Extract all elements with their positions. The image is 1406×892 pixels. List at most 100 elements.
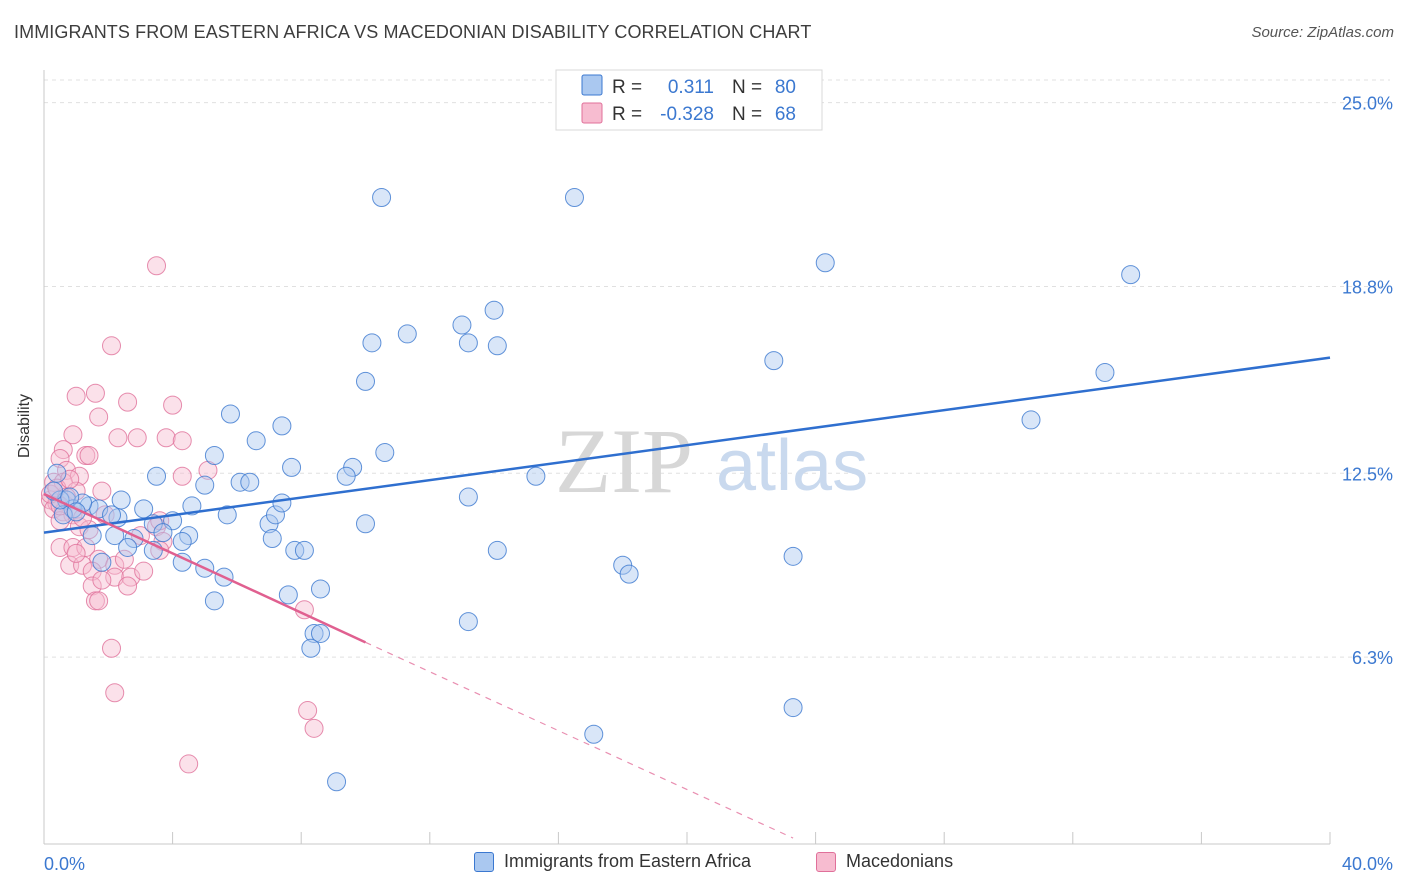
macedonians-point <box>172 431 192 451</box>
eastern-africa-point <box>265 505 285 525</box>
eastern-africa-point <box>246 431 266 451</box>
eastern-africa-point <box>278 585 298 605</box>
eastern-africa-point <box>484 300 504 320</box>
macedonians-point <box>163 395 183 415</box>
y-tick-labels: 6.3% 12.5% 18.8% 25.0% <box>1342 94 1393 669</box>
macedonians-point <box>66 543 86 563</box>
eastern-africa-point <box>362 333 382 353</box>
eastern-africa-point <box>487 540 507 560</box>
eastern-africa-points <box>44 188 1141 792</box>
legend-label-eastern-africa: Immigrants from Eastern Africa <box>504 851 752 871</box>
y-tick-label: 25.0% <box>1342 94 1393 114</box>
eastern-africa-point <box>204 446 224 466</box>
eastern-africa-point <box>764 351 784 371</box>
eastern-africa-point <box>815 253 835 273</box>
legend-swatch-eastern-africa <box>474 851 494 872</box>
correlation-legend: R = 0.311 N = 80 R = -0.328 N = 68 <box>555 69 823 131</box>
legend-n-value-blue: 80 <box>775 77 796 98</box>
eastern-africa-point <box>584 724 604 744</box>
trend-extension-macedonians <box>365 641 794 839</box>
eastern-africa-point <box>47 463 67 483</box>
eastern-africa-point <box>1021 410 1041 430</box>
y-tick-label: 6.3% <box>1352 648 1393 668</box>
eastern-africa-point <box>336 466 356 486</box>
eastern-africa-point <box>301 638 321 658</box>
legend-label-macedonians: Macedonians <box>846 851 954 871</box>
legend-r-label-blue: R = <box>612 77 642 98</box>
watermark: ZIP atlas <box>555 410 868 512</box>
eastern-africa-point <box>397 324 417 344</box>
macedonians-point <box>66 386 86 406</box>
eastern-africa-point <box>285 540 305 560</box>
legend-swatch-macedonians <box>816 851 836 872</box>
eastern-africa-point <box>783 698 803 718</box>
eastern-africa-point <box>147 466 167 486</box>
eastern-africa-point <box>182 496 202 516</box>
eastern-africa-point <box>783 546 803 566</box>
eastern-africa-point <box>262 529 282 549</box>
macedonians-point <box>108 428 128 448</box>
macedonians-point <box>127 428 147 448</box>
source-credit: Source: ZipAtlas.com <box>1251 24 1394 41</box>
macedonians-point <box>147 256 167 276</box>
macedonians-point <box>134 561 154 581</box>
watermark-atlas: atlas <box>716 426 868 506</box>
macedonians-point <box>114 549 134 569</box>
chart-title: IMMIGRANTS FROM EASTERN AFRICA VS MACEDO… <box>14 22 812 42</box>
eastern-africa-point <box>220 404 240 424</box>
trend-line-eastern-africa <box>43 356 1331 534</box>
legend-n-label-blue: N = <box>732 77 762 98</box>
legend-swatch-blue <box>581 74 603 96</box>
legend-r-label-pink: R = <box>612 104 642 125</box>
eastern-africa-point <box>204 591 224 611</box>
eastern-africa-point <box>53 505 73 525</box>
legend-item-macedonians: Macedonians <box>816 851 953 872</box>
macedonians-point <box>50 448 70 468</box>
macedonians-point <box>79 446 99 466</box>
eastern-africa-point <box>372 188 392 208</box>
eastern-africa-point <box>92 552 112 572</box>
legend-swatch-pink <box>581 102 603 124</box>
eastern-africa-point <box>564 188 584 208</box>
macedonians-point <box>179 754 199 774</box>
macedonians-point <box>105 683 125 703</box>
macedonians-point <box>92 481 112 501</box>
eastern-africa-point <box>195 475 215 495</box>
eastern-africa-point <box>452 315 472 335</box>
eastern-africa-point <box>1095 362 1115 382</box>
eastern-africa-point <box>356 514 375 534</box>
trend-line-macedonians <box>43 492 367 644</box>
eastern-africa-point <box>619 564 639 584</box>
eastern-africa-point <box>1121 265 1141 285</box>
macedonians-point <box>298 701 318 721</box>
macedonians-point <box>73 555 93 575</box>
legend-r-value-blue: 0.311 <box>668 77 714 98</box>
legend-n-label-pink: N = <box>732 104 762 125</box>
eastern-africa-point <box>458 487 478 507</box>
legend-item-eastern-africa: Immigrants from Eastern Africa <box>474 851 751 872</box>
grid-lines <box>44 79 1390 658</box>
eastern-africa-point <box>282 457 302 477</box>
eastern-africa-point <box>375 443 395 463</box>
eastern-africa-point <box>240 472 260 492</box>
bottom-legend: Immigrants from Eastern Africa Macedonia… <box>0 851 1406 877</box>
macedonians-point <box>156 428 176 448</box>
eastern-africa-point <box>230 472 250 492</box>
x-tick-label-max: 40.0% <box>1342 854 1393 874</box>
x-tick-labels: 0.0% 40.0% <box>44 854 1393 874</box>
x-tick-label-min: 0.0% <box>44 854 85 874</box>
eastern-africa-point <box>118 537 138 557</box>
eastern-africa-point <box>310 623 330 643</box>
eastern-africa-point <box>487 336 507 356</box>
eastern-africa-point <box>310 579 330 599</box>
macedonians-point <box>304 718 324 738</box>
eastern-africa-point <box>272 493 292 513</box>
legend-n-value-pink: 68 <box>775 104 796 125</box>
eastern-africa-point <box>304 623 324 643</box>
eastern-africa-point <box>294 540 314 560</box>
eastern-africa-point <box>153 523 173 543</box>
macedonians-point <box>85 383 105 403</box>
axes <box>43 70 1331 845</box>
macedonians-point <box>89 591 109 611</box>
